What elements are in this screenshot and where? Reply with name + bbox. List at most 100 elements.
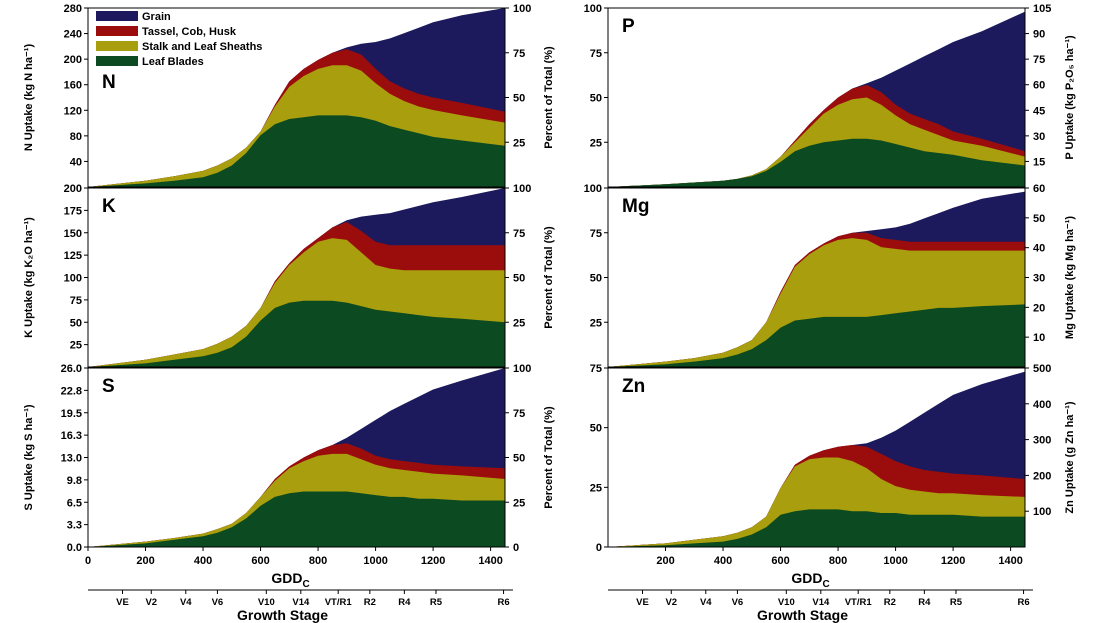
right-tick-label: 500 — [1033, 363, 1051, 375]
left-axis-label: Percent of Total (%) — [543, 226, 555, 329]
right-tick-label: 50 — [513, 453, 525, 465]
right-tick-label: 30 — [1033, 273, 1045, 285]
area-mg-leaf-blades — [608, 304, 1025, 367]
legend: Grain Tassel, Cob, Husk Stalk and Leaf She… — [96, 11, 262, 68]
x-axis-label-sub: C — [822, 579, 829, 590]
x-tick-label: 200 — [136, 555, 154, 567]
left-tick-label: 100 — [64, 273, 82, 285]
right-tick-label: 60 — [1033, 183, 1045, 195]
area-p-leaf-blades — [608, 138, 1025, 187]
growth-stage-title: Growth Stage — [237, 607, 328, 623]
left-tick-label: 3.3 — [67, 520, 82, 532]
left-axis-label: Percent of Total (%) — [543, 406, 555, 509]
growth-stage-label: V2 — [665, 597, 677, 608]
x-tick-label: 1000 — [363, 555, 387, 567]
x-axis-label-sub: C — [302, 579, 309, 590]
right-tick-label: 100 — [513, 363, 531, 375]
growth-stage-label: VT/R1 — [845, 597, 873, 608]
left-tick-label: 75 — [590, 363, 602, 375]
nutrient-label: N — [102, 72, 116, 93]
growth-stage-label: V6 — [732, 597, 744, 608]
growth-stage-label: V14 — [812, 597, 830, 608]
growth-stage-label: VE — [636, 597, 649, 608]
right-tick-label: 100 — [513, 183, 531, 195]
right-tick-label: 30 — [1033, 131, 1045, 143]
growth-stage-label: V10 — [258, 597, 275, 608]
x-tick-label: 800 — [829, 555, 847, 567]
growth-stage-label: R2 — [884, 597, 896, 608]
plot-frame — [607, 367, 1026, 548]
left-axis-label: S Uptake (kg S ha⁻¹) — [23, 404, 35, 510]
growth-stage-label: R5 — [430, 597, 443, 608]
legend-label: Leaf Blades — [142, 56, 204, 68]
x-tick-label: 400 — [194, 555, 212, 567]
x-tick-label: 1400 — [998, 555, 1022, 567]
left-tick-label: 25 — [590, 317, 602, 329]
left-tick-label: 25 — [590, 137, 602, 149]
right-tick-label: 90 — [1033, 29, 1045, 41]
left-tick-label: 175 — [64, 205, 82, 217]
left-tick-label: 22.8 — [61, 385, 82, 397]
left-tick-label: 200 — [64, 183, 82, 195]
panel-zn: 0 25 50 75 100 200 300 400 500 Zn Percent of Total… — [543, 363, 1076, 623]
right-tick-label: 75 — [513, 408, 525, 420]
left-tick-label: 100 — [584, 183, 602, 195]
right-tick-label: 200 — [1033, 470, 1051, 482]
left-tick-label: 50 — [70, 317, 82, 329]
right-tick-label: 20 — [1033, 302, 1045, 314]
right-tick-label: 40 — [1033, 243, 1045, 255]
left-tick-label: 125 — [64, 250, 82, 262]
right-tick-label: 50 — [513, 273, 525, 285]
growth-stage-label: VT/R1 — [325, 597, 353, 608]
panel-mg: 25 50 75 100 10 20 30 40 50 60 Mg Percent of Total … — [543, 183, 1076, 368]
x-axis-label: GDDC — [271, 570, 309, 590]
right-tick-label: 15 — [1033, 156, 1045, 168]
left-tick-label: 120 — [64, 105, 82, 117]
right-tick-label: 50 — [513, 93, 525, 105]
x-tick-label: 1000 — [883, 555, 907, 567]
left-tick-label: 200 — [64, 54, 82, 66]
left-tick-label: 50 — [590, 423, 602, 435]
left-tick-label: 0 — [596, 542, 602, 554]
left-tick-label: 16.3 — [61, 430, 82, 442]
growth-stage-label: V4 — [180, 597, 192, 608]
legend-label: Stalk and Leaf Sheaths — [142, 41, 262, 53]
growth-stage-label: V2 — [145, 597, 157, 608]
growth-stage-label: R6 — [497, 597, 509, 608]
growth-stage-label: V10 — [778, 597, 795, 608]
right-tick-label: 100 — [1033, 506, 1051, 518]
growth-stage-label: R5 — [950, 597, 963, 608]
left-tick-label: 75 — [70, 295, 82, 307]
growth-stage-label: R4 — [918, 597, 931, 608]
left-tick-label: 100 — [584, 3, 602, 15]
x-tick-label: 1200 — [421, 555, 445, 567]
area-zn-leaf-blades — [608, 509, 1025, 547]
nutrient-label: P — [622, 16, 635, 37]
left-axis-label: N Uptake (kg N ha⁻¹) — [23, 44, 35, 152]
legend-swatch — [96, 41, 138, 51]
growth-stage-label: R2 — [364, 597, 376, 608]
growth-stage-title: Growth Stage — [757, 607, 848, 623]
legend-swatch — [96, 26, 138, 36]
right-tick-label: 105 — [1033, 3, 1051, 15]
left-tick-label: 80 — [70, 131, 82, 143]
left-tick-label: 160 — [64, 80, 82, 92]
right-tick-label: 400 — [1033, 399, 1051, 411]
x-axis-label: GDDC — [791, 570, 829, 590]
left-tick-label: 9.8 — [67, 475, 82, 487]
growth-stage-label: V4 — [700, 597, 712, 608]
left-tick-label: 6.5 — [67, 497, 82, 509]
right-tick-label: 25 — [513, 317, 525, 329]
nutrient-label: S — [102, 376, 115, 397]
left-tick-label: 19.5 — [61, 408, 82, 420]
left-tick-label: 150 — [64, 228, 82, 240]
left-tick-label: 240 — [64, 29, 82, 41]
growth-stage-label: R6 — [1017, 597, 1029, 608]
x-tick-label: 800 — [309, 555, 327, 567]
growth-stage-label: V14 — [292, 597, 310, 608]
legend-label: Tassel, Cob, Husk — [142, 26, 237, 38]
right-tick-label: 50 — [1033, 213, 1045, 225]
x-tick-label: 200 — [656, 555, 674, 567]
nutrient-label: Zn — [622, 376, 645, 397]
nutrient-label: Mg — [622, 196, 649, 217]
